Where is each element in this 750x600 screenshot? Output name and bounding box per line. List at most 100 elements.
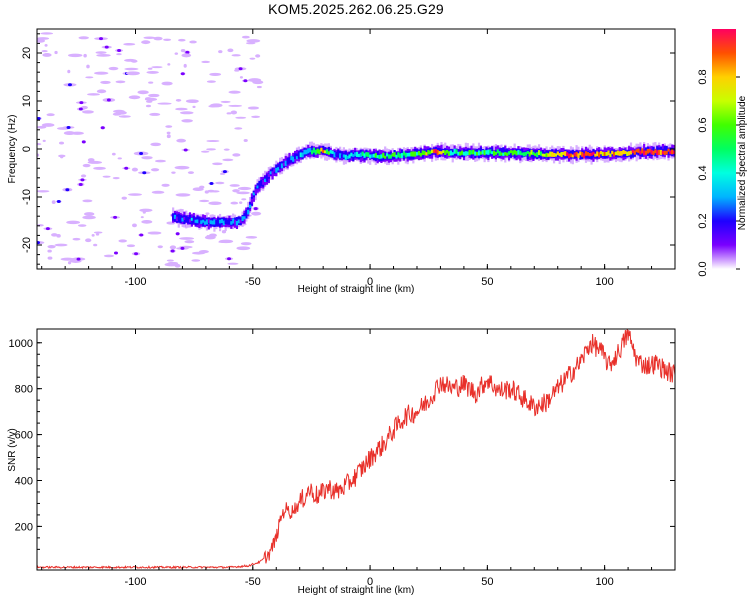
y-tick-label: 800 <box>15 384 33 396</box>
ridge-cell <box>185 215 188 221</box>
noise-blob <box>167 63 171 66</box>
noise-blob <box>147 67 153 70</box>
ridge-cell <box>521 152 524 156</box>
ridge-cell <box>536 152 539 158</box>
noise-blob <box>157 102 172 105</box>
ridge-cell <box>582 153 586 159</box>
noise-blob <box>128 95 141 100</box>
ridge-cell <box>209 220 212 225</box>
y-tick-label: 1000 <box>9 338 33 350</box>
ridge-cell <box>352 154 355 157</box>
spectrogram-x-axis: -100 -50 0 50 100 <box>41 29 676 288</box>
ridge-cell <box>571 149 574 159</box>
noise-blob-core <box>66 125 71 129</box>
noise-blob <box>93 231 103 234</box>
ridge-cell <box>575 151 578 157</box>
noise-blob <box>137 90 149 95</box>
noise-blob <box>240 242 252 246</box>
ridge-cell <box>491 151 494 155</box>
ridge-cell <box>256 185 259 189</box>
ridge-cell <box>560 151 563 158</box>
noise-blob <box>118 239 128 243</box>
ridge-cell <box>579 151 582 156</box>
ridge-cell <box>500 148 503 157</box>
noise-blob <box>148 81 154 84</box>
ridge-cell <box>378 154 381 159</box>
ridge-cell <box>667 148 670 156</box>
noise-blob-core <box>99 37 104 41</box>
noise-blob-core <box>170 249 175 253</box>
ridge-cell <box>335 152 338 157</box>
noise-blob <box>223 148 230 151</box>
colorbar-tick-label: 0.4 <box>697 165 709 180</box>
snr-x-axis: -100 -50 0 50 100 <box>41 329 676 588</box>
x-tick-label: 50 <box>481 276 493 288</box>
x-tick-label: -100 <box>124 576 146 588</box>
ridge-cell <box>552 152 556 157</box>
ridge-cell <box>440 151 443 155</box>
ridge-cell <box>671 149 674 155</box>
ridge-cell <box>455 149 458 154</box>
noise-blob <box>141 156 153 160</box>
noise-blob-core <box>78 107 83 111</box>
noise-blob <box>228 90 241 94</box>
ridge-cell <box>658 149 661 155</box>
colorbar-tick-label: 0.6 <box>697 117 709 132</box>
noise-blob <box>151 190 165 194</box>
noise-blob <box>84 212 95 216</box>
ridge-cell <box>541 150 544 158</box>
snr-panel: -100 -50 0 50 100 200 400 600 800 1000 Height of… <box>7 328 676 596</box>
noise-blob <box>87 160 103 164</box>
noise-blob <box>166 259 174 262</box>
ridge-cell <box>661 150 665 155</box>
ridge-cell <box>663 150 666 155</box>
ridge-cell <box>260 181 263 187</box>
ridge-cell <box>389 154 392 159</box>
ridge-cell <box>567 153 571 159</box>
ridge-cell <box>370 154 374 158</box>
ridge-cell <box>506 152 509 157</box>
noise-blob <box>206 140 220 143</box>
noise-blob <box>206 148 216 151</box>
ridge-cell <box>601 151 604 156</box>
ridge-cell <box>648 149 651 156</box>
noise-blob <box>82 215 96 220</box>
noise-blob-core <box>76 257 81 261</box>
ridge-cell <box>344 151 347 159</box>
noise-blob <box>228 104 243 107</box>
ridge-cell <box>451 152 454 156</box>
ridge-cell <box>303 149 306 155</box>
ridge-cell <box>312 147 315 153</box>
ridge-cell <box>509 151 513 158</box>
ridge-cell <box>564 151 567 157</box>
noise-blob <box>175 193 191 197</box>
ridge-cell <box>462 151 466 156</box>
ridge-cell <box>489 149 492 154</box>
noise-blob-core <box>65 188 70 192</box>
ridge-cell <box>472 149 475 155</box>
ridge-cell <box>635 149 638 153</box>
noise-blob <box>128 193 142 196</box>
noise-blob <box>179 111 194 115</box>
ridge-cell <box>188 219 192 223</box>
noise-blob <box>103 254 115 258</box>
noise-blob <box>234 69 240 72</box>
noise-blob <box>151 66 163 69</box>
snr-x-label: Height of straight line (km) <box>298 585 415 596</box>
noise-blob <box>171 171 176 174</box>
ridge-cell <box>577 153 580 159</box>
ridge-cell <box>290 155 293 161</box>
noise-blob <box>124 67 139 71</box>
y-tick-label: 200 <box>15 521 33 533</box>
ridge-cell <box>187 217 190 223</box>
colorbar-tick-label: 0.2 <box>697 213 709 228</box>
ridge-cell <box>432 149 436 153</box>
noise-blob <box>102 175 111 178</box>
ridge-cell <box>348 154 351 159</box>
ridge-cell <box>215 219 218 226</box>
ridge-cell <box>654 149 657 154</box>
ridge-cell <box>539 151 543 156</box>
ridge-cell <box>273 168 276 172</box>
ridge-cell <box>230 221 233 225</box>
